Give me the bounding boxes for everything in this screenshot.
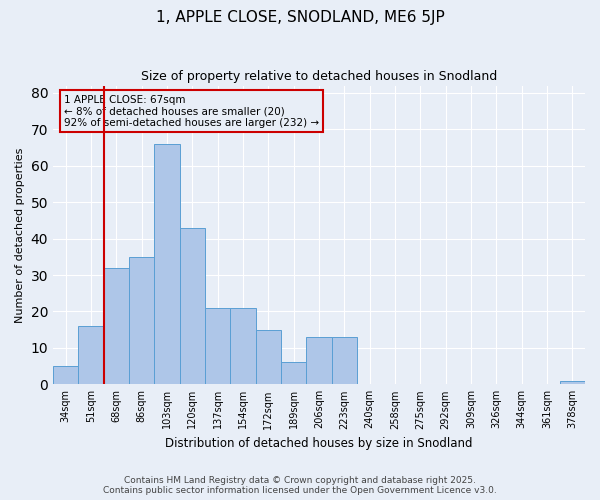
Bar <box>205 308 230 384</box>
Y-axis label: Number of detached properties: Number of detached properties <box>15 147 25 322</box>
X-axis label: Distribution of detached houses by size in Snodland: Distribution of detached houses by size … <box>165 437 473 450</box>
Bar <box>256 330 281 384</box>
Title: Size of property relative to detached houses in Snodland: Size of property relative to detached ho… <box>141 70 497 83</box>
Text: 1 APPLE CLOSE: 67sqm
← 8% of detached houses are smaller (20)
92% of semi-detach: 1 APPLE CLOSE: 67sqm ← 8% of detached ho… <box>64 94 319 128</box>
Text: Contains HM Land Registry data © Crown copyright and database right 2025.
Contai: Contains HM Land Registry data © Crown c… <box>103 476 497 495</box>
Bar <box>281 362 307 384</box>
Bar <box>307 337 332 384</box>
Text: 1, APPLE CLOSE, SNODLAND, ME6 5JP: 1, APPLE CLOSE, SNODLAND, ME6 5JP <box>155 10 445 25</box>
Bar <box>332 337 357 384</box>
Bar <box>179 228 205 384</box>
Bar <box>129 257 154 384</box>
Bar <box>53 366 79 384</box>
Bar <box>560 380 585 384</box>
Bar <box>79 326 104 384</box>
Bar <box>104 268 129 384</box>
Bar <box>154 144 179 384</box>
Bar <box>230 308 256 384</box>
